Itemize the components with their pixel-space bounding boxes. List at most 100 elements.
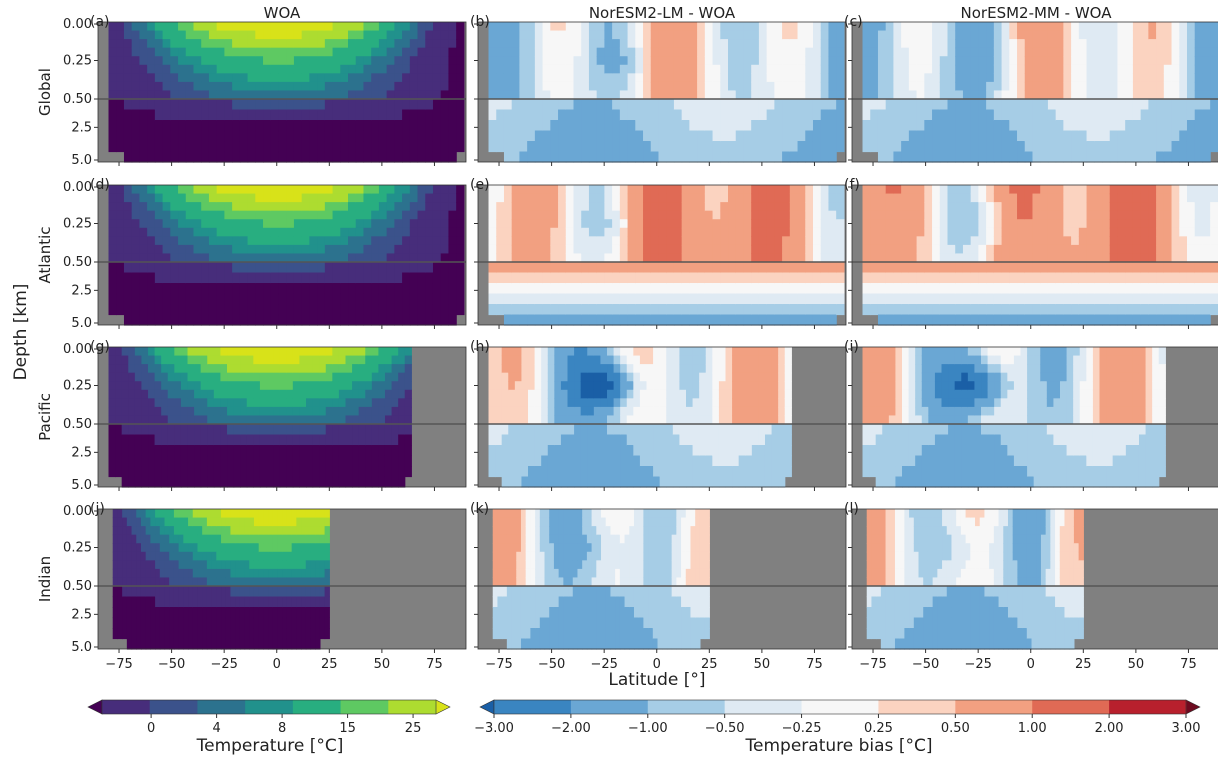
data-cell bbox=[1163, 293, 1173, 305]
data-cell bbox=[456, 210, 465, 220]
data-cell bbox=[247, 314, 256, 326]
data-cell bbox=[573, 185, 582, 195]
data-cell bbox=[270, 141, 280, 153]
data-cell bbox=[187, 355, 195, 365]
data-cell bbox=[292, 389, 301, 399]
data-cell bbox=[404, 455, 412, 467]
data-cell bbox=[527, 39, 536, 49]
data-cell bbox=[417, 64, 426, 74]
data-cell bbox=[893, 293, 902, 305]
data-cell bbox=[1001, 56, 1010, 66]
data-cell bbox=[384, 445, 393, 457]
data-cell bbox=[391, 364, 399, 374]
data-cell bbox=[870, 99, 879, 111]
data-cell bbox=[558, 227, 567, 237]
data-cell bbox=[658, 262, 667, 274]
data-cell bbox=[643, 99, 652, 111]
data-cell bbox=[1047, 272, 1057, 284]
data-cell bbox=[908, 109, 918, 121]
data-cell bbox=[812, 64, 822, 74]
data-cell bbox=[612, 151, 621, 163]
data-cell bbox=[805, 47, 814, 57]
data-cell bbox=[743, 219, 752, 229]
data-cell bbox=[319, 398, 327, 408]
panel-h: (h) bbox=[470, 339, 847, 488]
data-cell bbox=[1156, 56, 1165, 66]
data-cell bbox=[365, 424, 373, 436]
data-cell bbox=[947, 304, 956, 316]
data-cell bbox=[955, 141, 964, 153]
data-cell bbox=[154, 219, 164, 229]
data-cell bbox=[1109, 202, 1119, 212]
data-cell bbox=[255, 244, 264, 255]
data-cell bbox=[774, 202, 783, 212]
data-cell bbox=[378, 151, 388, 163]
data-cell bbox=[220, 381, 228, 391]
data-cell bbox=[932, 81, 941, 92]
data-cell bbox=[1132, 130, 1142, 142]
data-cell bbox=[1109, 283, 1119, 295]
data-cell bbox=[170, 227, 179, 237]
data-cell bbox=[720, 314, 729, 326]
data-cell bbox=[440, 293, 450, 305]
data-cell bbox=[141, 355, 149, 365]
data-cell bbox=[233, 424, 241, 436]
data-cell bbox=[1163, 253, 1173, 263]
data-cell bbox=[681, 64, 690, 74]
data-cell bbox=[503, 185, 513, 195]
data-cell bbox=[270, 90, 280, 100]
data-cell bbox=[924, 272, 933, 284]
data-cell bbox=[1040, 39, 1049, 49]
data-cell bbox=[1001, 130, 1010, 142]
data-cell bbox=[378, 314, 388, 326]
data-cell bbox=[514, 434, 523, 446]
data-cell bbox=[200, 372, 208, 382]
data-cell bbox=[239, 56, 249, 66]
data-cell bbox=[131, 64, 141, 74]
data-cell bbox=[208, 81, 218, 92]
data-cell bbox=[508, 364, 516, 374]
data-cell bbox=[1102, 141, 1111, 153]
data-cell bbox=[932, 109, 941, 121]
data-cell bbox=[673, 81, 683, 92]
data-cell bbox=[417, 30, 426, 40]
data-cell bbox=[588, 90, 598, 100]
data-cell bbox=[170, 219, 179, 229]
data-cell bbox=[301, 202, 310, 212]
data-cell bbox=[317, 293, 326, 305]
data-cell bbox=[758, 90, 768, 100]
data-cell bbox=[1210, 73, 1218, 83]
data-cell bbox=[139, 141, 148, 153]
data-cell bbox=[224, 272, 233, 284]
data-cell bbox=[534, 47, 544, 57]
data-cell bbox=[1055, 227, 1064, 237]
data-cell bbox=[340, 193, 349, 203]
data-cell bbox=[728, 262, 737, 274]
data-cell bbox=[916, 244, 925, 255]
data-cell bbox=[743, 210, 752, 220]
data-cell bbox=[220, 406, 228, 417]
data-cell bbox=[503, 141, 513, 153]
data-cell bbox=[704, 283, 714, 295]
data-cell bbox=[758, 253, 768, 263]
data-cell bbox=[797, 193, 806, 203]
data-cell bbox=[720, 39, 729, 49]
data-cell bbox=[1117, 244, 1126, 255]
data-cell bbox=[278, 236, 287, 246]
data-cell bbox=[1171, 193, 1180, 203]
data-cell bbox=[1078, 283, 1088, 295]
data-cell bbox=[358, 424, 366, 436]
data-cell bbox=[1001, 109, 1010, 121]
data-cell bbox=[1047, 141, 1057, 153]
panel-label: (d) bbox=[90, 177, 110, 193]
data-cell bbox=[970, 141, 979, 153]
data-cell bbox=[180, 347, 189, 357]
data-cell bbox=[1102, 236, 1111, 246]
data-cell bbox=[503, 236, 513, 246]
data-cell bbox=[812, 227, 822, 237]
data-cell bbox=[1202, 64, 1211, 74]
data-cell bbox=[121, 381, 129, 391]
data-cell bbox=[681, 185, 690, 195]
data-cell bbox=[324, 219, 334, 229]
data-cell bbox=[292, 347, 301, 357]
